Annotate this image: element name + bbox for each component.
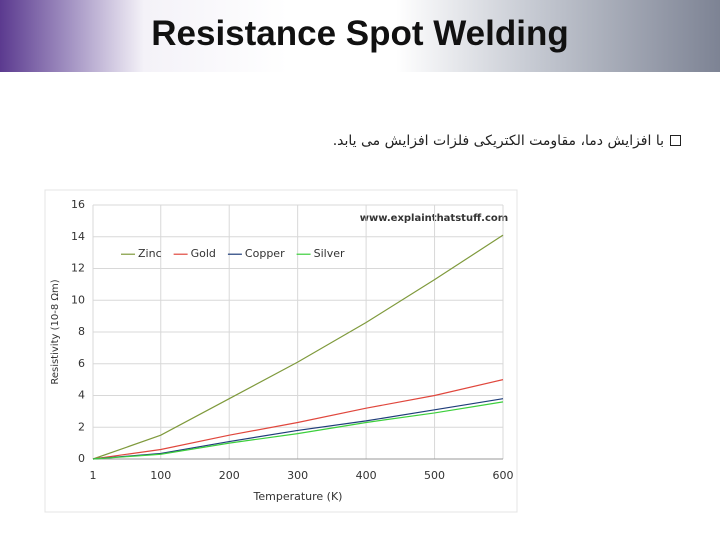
series-line [92,234,504,460]
series-line [92,398,504,460]
series-line [92,379,504,460]
y-tick-label: 8 [78,325,85,338]
y-tick-label: 10 [71,293,85,306]
y-tick-label: 4 [78,389,85,402]
x-tick-label: 200 [219,469,240,482]
x-tick-label: 600 [493,469,514,482]
x-axis-label: Temperature (K) [253,490,343,503]
slide-title: Resistance Spot Welding [151,14,569,53]
y-tick-label: 14 [71,230,85,243]
bullet-text: با افزایش دما، مقاومت الکتریکی فلزات افز… [332,133,664,149]
y-tick-label: 16 [71,198,85,211]
x-tick-label: 1 [90,469,97,482]
x-tick-label: 400 [356,469,377,482]
legend-label: Silver [314,247,345,260]
bullet-marker [670,135,681,146]
legend-label: Copper [245,247,285,260]
y-tick-label: 6 [78,357,85,370]
source-annotation: www.explainthatstuff.com [360,213,508,224]
x-tick-label: 100 [150,469,171,482]
legend-label: Zinc [138,247,162,260]
y-tick-label: 2 [78,420,85,433]
chart-frame [44,189,518,513]
series-line [92,401,504,460]
y-tick-label: 0 [78,452,85,465]
y-tick-label: 12 [71,262,85,275]
x-tick-label: 300 [287,469,308,482]
y-axis-label: Resistivity (10-8 Ωm) [50,279,61,384]
x-tick-label: 500 [424,469,445,482]
legend-label: Gold [191,247,216,260]
header-band [0,0,720,72]
